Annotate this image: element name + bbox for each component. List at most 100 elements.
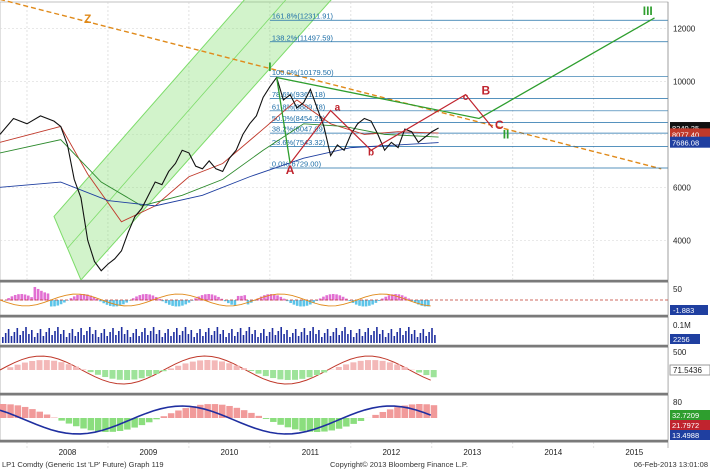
volume-bar — [405, 331, 407, 343]
oscillator-fill — [379, 360, 386, 370]
volume-bar — [347, 334, 349, 343]
oscillator-fill — [80, 369, 87, 370]
macd-bar — [148, 294, 151, 301]
macd-bar — [223, 300, 227, 302]
footer-center: Copyright© 2013 Bloomberg Finance L.P. — [330, 460, 468, 469]
volume-bar — [381, 330, 384, 343]
macd-bar — [312, 300, 315, 303]
volume-bar — [94, 330, 97, 343]
oscillator-fill — [58, 362, 65, 370]
volume-bar — [306, 335, 309, 343]
volume-bar — [60, 334, 62, 343]
macd-bar — [115, 300, 119, 307]
oscillator-fill — [255, 370, 262, 374]
rsi-value-box — [670, 430, 710, 440]
oscillator-fill — [73, 366, 79, 370]
macd-bar — [282, 298, 286, 301]
macd-bar — [259, 296, 263, 301]
volume-bar — [97, 337, 100, 343]
volume-bar — [144, 328, 146, 343]
volume-bar — [321, 337, 323, 343]
macd-bar — [56, 300, 60, 306]
volume-bar — [91, 334, 94, 343]
rsi-fill — [160, 416, 168, 418]
volume-bar — [251, 334, 253, 343]
volume-bar — [364, 332, 367, 343]
oscillator-value-box — [669, 364, 710, 376]
oscillator-fill — [29, 360, 36, 370]
oscillator-fill — [226, 363, 233, 370]
rsi-fill — [131, 418, 138, 428]
rsi-fill — [299, 418, 306, 431]
volume-bar — [390, 329, 393, 343]
oscillator-fill — [146, 370, 152, 377]
macd-bar — [194, 298, 197, 301]
volume-bar — [373, 331, 375, 343]
macd-bar — [69, 298, 73, 301]
volume-bar — [239, 328, 242, 343]
oscillator-fill — [43, 360, 50, 370]
macd-bar — [315, 300, 319, 301]
oscillator-fill — [204, 360, 211, 370]
volume-bar — [341, 331, 343, 343]
macd-bar — [112, 300, 115, 307]
oscillator-fill — [153, 370, 160, 374]
volume-bar — [396, 332, 398, 343]
macd-bar — [7, 298, 10, 301]
rsi-fill — [204, 404, 211, 418]
oscillator-fill — [131, 370, 138, 380]
rsi-fill — [153, 418, 160, 420]
volume-bar — [352, 337, 355, 343]
oscillator-fill — [343, 364, 350, 370]
macd-bar — [164, 300, 168, 304]
volume-bar — [25, 327, 27, 343]
volume-bar — [158, 330, 161, 343]
volume-top-label: 0.1M — [673, 321, 691, 330]
rsi-fill — [94, 418, 102, 432]
wave-label: I — [268, 60, 271, 74]
fib-level-label: 23.6%(7543.32) — [272, 138, 326, 147]
rsi-fill — [138, 418, 146, 426]
rsi-fill — [313, 418, 321, 432]
macd-bar — [387, 295, 391, 301]
volume-bar — [57, 327, 59, 343]
volume-bar — [202, 336, 204, 343]
macd-bar — [361, 300, 365, 307]
macd-bar — [43, 292, 46, 301]
volume-bar — [7, 329, 10, 343]
oscillator-fill — [240, 368, 247, 370]
macd-bar — [141, 294, 145, 301]
macd-signal-line — [0, 293, 431, 307]
volume-bar — [36, 333, 39, 343]
volume-bar — [181, 331, 184, 343]
oscillator-fill — [36, 360, 43, 370]
macd-bar — [256, 298, 260, 301]
macd-bar — [128, 300, 132, 301]
volume-bar — [199, 329, 201, 343]
macd-bar — [20, 294, 24, 301]
oscillator-fill — [292, 370, 298, 380]
rsi-fill — [109, 418, 116, 432]
fib-level-label: 50.0%(8454.25) — [272, 114, 326, 123]
volume-bar — [141, 332, 143, 343]
oscillator-fill — [87, 370, 94, 373]
macd-bar — [227, 300, 230, 304]
moving-average-blue — [0, 142, 439, 207]
macd-bar — [309, 300, 312, 305]
volume-bar — [126, 330, 129, 343]
volume-bar — [74, 336, 77, 343]
volume-bar — [265, 336, 268, 343]
macd-bar — [335, 294, 338, 301]
macd-bar — [125, 300, 128, 303]
macd-bar — [371, 300, 374, 305]
volume-bar — [132, 333, 135, 343]
x-tick-label: 2011 — [302, 448, 320, 457]
macd-bar — [102, 300, 106, 304]
volume-bar — [4, 333, 7, 343]
volume-bar — [155, 334, 158, 343]
macd-bar — [302, 300, 306, 307]
volume-bar — [315, 334, 317, 343]
volume-bar — [387, 333, 390, 343]
rsi-fill — [226, 405, 233, 418]
rsi-fill — [102, 418, 109, 432]
